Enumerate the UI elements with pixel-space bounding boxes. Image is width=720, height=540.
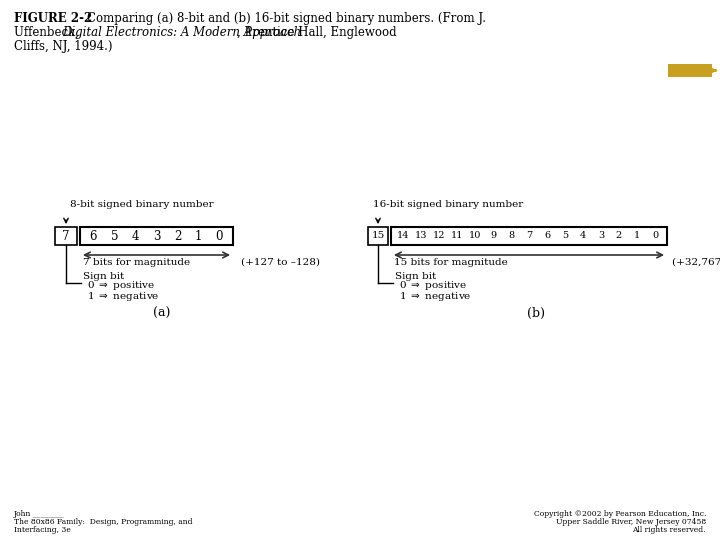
Text: (+32,767 to −32,768): (+32,767 to −32,768) — [672, 258, 720, 267]
Text: Sign bit: Sign bit — [83, 272, 125, 281]
Text: 5: 5 — [562, 232, 568, 240]
Text: 7: 7 — [62, 230, 70, 242]
Bar — [391, 227, 667, 245]
Text: 10: 10 — [469, 232, 481, 240]
Text: Digital Electronics: A Modern Approach: Digital Electronics: A Modern Approach — [62, 26, 301, 39]
Text: 15 bits for magnitude: 15 bits for magnitude — [394, 258, 508, 267]
Text: 1 $\Rightarrow$ negative: 1 $\Rightarrow$ negative — [87, 290, 160, 303]
Bar — [368, 227, 388, 245]
Text: The 80x86 Family:  Design, Programming, and: The 80x86 Family: Design, Programming, a… — [14, 518, 192, 526]
Text: Sign bit: Sign bit — [395, 272, 436, 281]
Bar — [55, 227, 77, 245]
Text: Copyright ©2002 by Pearson Education, Inc.: Copyright ©2002 by Pearson Education, In… — [534, 510, 706, 518]
Text: 2: 2 — [174, 230, 181, 242]
Text: 7 bits for magnitude: 7 bits for magnitude — [83, 258, 190, 267]
Text: 0: 0 — [652, 232, 658, 240]
Text: 2: 2 — [616, 232, 622, 240]
Bar — [668, 64, 712, 77]
Text: Upper Saddle River, New Jersey 07458: Upper Saddle River, New Jersey 07458 — [556, 518, 706, 526]
Text: 4: 4 — [580, 232, 586, 240]
Text: 0 $\Rightarrow$ positive: 0 $\Rightarrow$ positive — [399, 279, 467, 292]
Text: 13: 13 — [415, 232, 427, 240]
Text: All rights reserved.: All rights reserved. — [632, 526, 706, 534]
Text: 8: 8 — [508, 232, 514, 240]
Text: (+127 to –128): (+127 to –128) — [241, 258, 320, 267]
Text: 14: 14 — [397, 232, 409, 240]
Text: 6: 6 — [90, 230, 97, 242]
Text: 1 $\Rightarrow$ negative: 1 $\Rightarrow$ negative — [399, 290, 472, 303]
Bar — [80, 227, 233, 245]
Text: 0: 0 — [216, 230, 223, 242]
Text: 3: 3 — [598, 232, 604, 240]
Text: 3: 3 — [153, 230, 161, 242]
Text: Comparing (a) 8-bit and (b) 16-bit signed binary numbers. (From J.: Comparing (a) 8-bit and (b) 16-bit signe… — [72, 12, 486, 25]
Text: Cliffs, NJ, 1994.): Cliffs, NJ, 1994.) — [14, 40, 112, 53]
Text: Uffenbeck,: Uffenbeck, — [14, 26, 83, 39]
Text: 6: 6 — [544, 232, 550, 240]
Text: 4: 4 — [132, 230, 139, 242]
Text: FIGURE 2-2: FIGURE 2-2 — [14, 12, 92, 25]
Text: 12: 12 — [433, 232, 445, 240]
Text: 9: 9 — [490, 232, 496, 240]
Text: Interfacing, 3e: Interfacing, 3e — [14, 526, 71, 534]
Text: , Prentice Hall, Englewood: , Prentice Hall, Englewood — [237, 26, 397, 39]
Text: 7: 7 — [526, 232, 532, 240]
Text: (a): (a) — [153, 307, 170, 320]
Text: (b): (b) — [527, 307, 545, 320]
Text: 15: 15 — [372, 232, 384, 240]
Text: 8-bit signed binary number: 8-bit signed binary number — [70, 200, 214, 209]
Text: 1: 1 — [634, 232, 640, 240]
Text: John ________: John ________ — [14, 510, 65, 518]
Text: 0 $\Rightarrow$ positive: 0 $\Rightarrow$ positive — [87, 279, 156, 292]
Text: 1: 1 — [195, 230, 202, 242]
Text: 16-bit signed binary number: 16-bit signed binary number — [373, 200, 523, 209]
Text: 11: 11 — [451, 232, 463, 240]
Text: 5: 5 — [111, 230, 118, 242]
